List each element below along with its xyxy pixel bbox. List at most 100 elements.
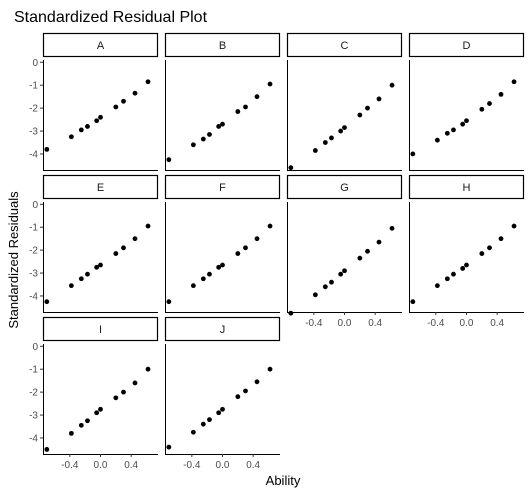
facet-strip — [408, 32, 525, 58]
data-point — [190, 429, 196, 435]
data-point — [267, 81, 273, 87]
data-point — [444, 130, 450, 136]
data-point — [216, 264, 222, 270]
data-point — [220, 406, 225, 412]
data-point — [85, 124, 90, 129]
panel-E: E 0 -1 -2 -3 -4 — [29, 174, 159, 313]
data-point — [98, 262, 103, 268]
data-point — [243, 104, 248, 110]
data-point — [444, 276, 450, 282]
data-point — [357, 255, 363, 261]
data-point — [243, 245, 248, 251]
y-tick-label: -2 — [29, 104, 38, 115]
panel-J: J -0.4 0.0 0.4 — [164, 316, 281, 471]
x-tick-label: -0.4 — [61, 460, 79, 471]
data-point — [113, 251, 119, 256]
data-point — [98, 406, 103, 412]
data-point — [216, 410, 222, 416]
y-tick-label: -1 — [29, 81, 38, 92]
data-point — [498, 91, 504, 97]
facet-strip-label: G — [340, 182, 349, 194]
data-point — [190, 283, 196, 289]
data-point — [145, 223, 151, 229]
data-point — [511, 223, 517, 229]
data-point — [145, 79, 151, 85]
panel-G: G -0.4 0.0 0.4 — [286, 174, 403, 329]
data-point — [94, 264, 100, 270]
data-point — [322, 140, 328, 145]
data-point — [132, 236, 138, 242]
data-point — [235, 251, 241, 256]
data-point — [166, 299, 172, 305]
data-point — [464, 118, 469, 124]
data-point — [288, 310, 294, 316]
x-tick-label: -0.4 — [305, 318, 323, 329]
data-point — [410, 299, 416, 305]
data-point — [451, 271, 456, 277]
x-tick-label: 0.0 — [216, 460, 230, 471]
chart-title: Standardized Residual Plot — [14, 9, 208, 26]
data-point — [220, 121, 225, 127]
data-point — [98, 114, 103, 120]
facet-strip-label: B — [219, 40, 226, 52]
data-point — [329, 279, 334, 285]
data-point — [389, 82, 395, 88]
data-point — [365, 105, 370, 111]
data-point — [113, 395, 119, 401]
y-tick-label: 0 — [32, 342, 38, 353]
data-point — [94, 118, 100, 124]
data-point — [207, 417, 212, 423]
panel-F: F — [164, 174, 281, 313]
data-point — [267, 223, 273, 229]
data-point — [85, 271, 90, 277]
data-point — [460, 121, 466, 127]
facet-panels: A 0 -1 -2 -3 -4 B C D E 0 -1 -2 -3 -4 F G -0.4 0.0 0.4 H -0.4… — [29, 32, 525, 471]
data-point — [487, 245, 492, 251]
facet-strip-label: C — [341, 40, 349, 52]
facet-strip — [42, 32, 159, 58]
data-point — [338, 128, 344, 134]
panel-B: B — [164, 32, 281, 171]
data-point — [464, 262, 469, 268]
x-tick-label: 0.0 — [460, 318, 474, 329]
panel-I: I 0 -1 -2 -3 -4 -0.4 0.0 0.4 — [29, 316, 159, 471]
data-point — [68, 430, 74, 436]
data-point — [254, 94, 260, 100]
facet-strip — [286, 32, 403, 58]
data-point — [376, 239, 382, 245]
panel-C: C — [286, 32, 403, 171]
data-point — [113, 104, 119, 110]
facet-strip-label: F — [219, 182, 226, 194]
data-point — [216, 124, 222, 129]
data-point — [288, 165, 294, 171]
y-tick-label: -2 — [29, 388, 38, 399]
y-tick-label: -3 — [29, 127, 38, 138]
data-point — [145, 366, 151, 372]
panel-A: A 0 -1 -2 -3 -4 — [29, 32, 159, 171]
data-point — [312, 292, 318, 298]
x-tick-label: 0.4 — [368, 318, 382, 329]
data-point — [78, 422, 84, 428]
data-point — [329, 135, 334, 141]
y-tick-label: -1 — [29, 365, 38, 376]
data-point — [44, 299, 50, 305]
data-point — [434, 137, 440, 143]
data-point — [511, 79, 517, 85]
facet-strip-label: I — [99, 324, 102, 336]
y-tick-label: 0 — [32, 200, 38, 211]
data-point — [44, 447, 50, 452]
data-point — [78, 127, 84, 133]
facet-strip — [42, 316, 159, 342]
data-point — [389, 225, 395, 231]
data-point — [121, 245, 126, 251]
data-point — [200, 421, 206, 427]
facet-strip — [42, 174, 159, 200]
data-point — [357, 112, 363, 118]
data-point — [200, 276, 206, 282]
x-axis-title: Ability — [266, 473, 301, 488]
data-point — [254, 236, 260, 242]
facet-strip — [286, 174, 403, 200]
y-tick-label: -3 — [29, 411, 38, 422]
x-tick-label: 0.0 — [338, 318, 352, 329]
